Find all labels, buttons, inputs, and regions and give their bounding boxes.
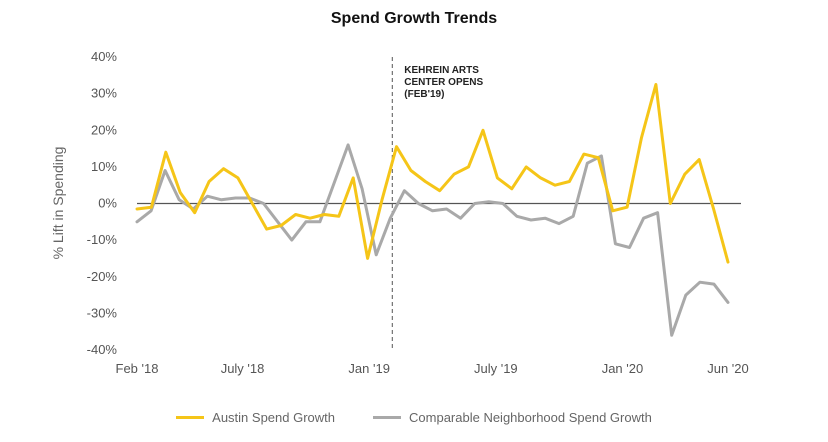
x-tick-label: July '19	[474, 361, 518, 376]
annotation-line-text: CENTER OPENS	[404, 77, 483, 88]
y-tick-label: -20%	[87, 269, 118, 284]
legend-label-comparable: Comparable Neighborhood Spend Growth	[409, 410, 652, 425]
y-tick-label: -40%	[87, 342, 118, 357]
annotation-label: KEHREIN ARTS CENTER OPENS (FEB'19)	[404, 65, 483, 100]
x-tick-label: Jan '20	[602, 361, 644, 376]
legend-label-austin: Austin Spend Growth	[212, 410, 336, 425]
y-tick-label: 10%	[91, 159, 117, 174]
y-tick-label: 0%	[98, 196, 117, 211]
y-tick-label: -10%	[87, 232, 118, 247]
legend-swatch-austin	[176, 416, 205, 419]
series-line-austin	[135, 83, 730, 264]
x-tick-label: Jun '20	[707, 361, 749, 376]
x-axis-tick-labels: Feb '18 July '18 Jan '19 July '19 Jan '20 Jun…	[116, 361, 749, 376]
legend: Austin Spend Growth Comparable Neighborh…	[0, 410, 828, 425]
legend-item-austin: Austin Spend Growth	[176, 410, 335, 425]
annotation-line-text: (FEB'19)	[404, 89, 444, 100]
y-tick-label: 30%	[91, 86, 117, 101]
legend-swatch-comparable	[373, 416, 402, 419]
y-tick-label: -30%	[87, 305, 118, 320]
legend-item-comparable: Comparable Neighborhood Spend Growth	[373, 410, 652, 425]
x-tick-label: Jan '19	[348, 361, 390, 376]
y-axis-tick-labels: 40% 30% 20% 10% 0% -10% -20% -30% -40%	[87, 49, 118, 357]
annotation-line-text: KEHREIN ARTS	[404, 65, 479, 76]
series-line-comparable	[135, 143, 730, 337]
x-tick-label: Feb '18	[116, 361, 159, 376]
x-tick-label: July '18	[221, 361, 265, 376]
y-axis-label: % Lift in Spending	[50, 147, 66, 260]
y-tick-label: 40%	[91, 49, 117, 64]
series-lines	[135, 83, 730, 337]
chart-title: Spend Growth Trends	[330, 10, 498, 27]
y-tick-label: 20%	[91, 122, 117, 137]
